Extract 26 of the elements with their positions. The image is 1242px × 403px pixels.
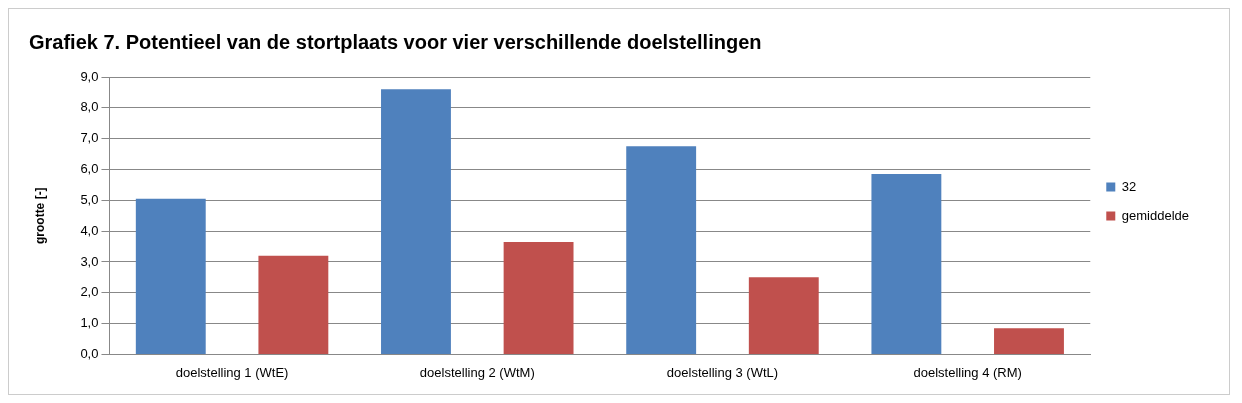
bar xyxy=(626,146,697,354)
x-tick-label: doelstelling 3 (WtL) xyxy=(666,364,779,380)
y-tick-label: 4,0 xyxy=(80,222,99,238)
y-tick-label: 5,0 xyxy=(80,191,99,207)
bar xyxy=(135,198,206,354)
y-tick-label: 3,0 xyxy=(80,253,99,269)
x-tick-label: doelstelling 4 (RM) xyxy=(913,364,1022,380)
bar xyxy=(258,255,329,354)
y-tick-label: 8,0 xyxy=(80,99,99,115)
bar xyxy=(994,328,1064,354)
y-tick-label: 0,0 xyxy=(80,345,99,361)
x-tick-label: doelstelling 2 (WtM) xyxy=(419,364,535,380)
bar xyxy=(871,174,942,354)
y-tick-label: 6,0 xyxy=(80,161,99,177)
bar xyxy=(503,241,574,354)
bar xyxy=(381,89,451,354)
bar xyxy=(748,277,819,354)
y-tick-label: 1,0 xyxy=(80,315,99,331)
y-tick-label: 2,0 xyxy=(80,284,99,300)
legend-label: 32 xyxy=(1121,178,1137,194)
chart-title: Grafiek 7. Potentieel van de stortplaats voor vier verschillende doelstellingen xyxy=(29,30,762,53)
legend-label: gemiddelde xyxy=(1121,207,1189,223)
x-tick-label: doelstelling 1 (WtE) xyxy=(175,364,289,380)
y-tick-label: 7,0 xyxy=(80,130,99,146)
y-tick-label: 9,0 xyxy=(80,68,99,84)
y-axis-title: grootte [-] xyxy=(32,187,47,245)
